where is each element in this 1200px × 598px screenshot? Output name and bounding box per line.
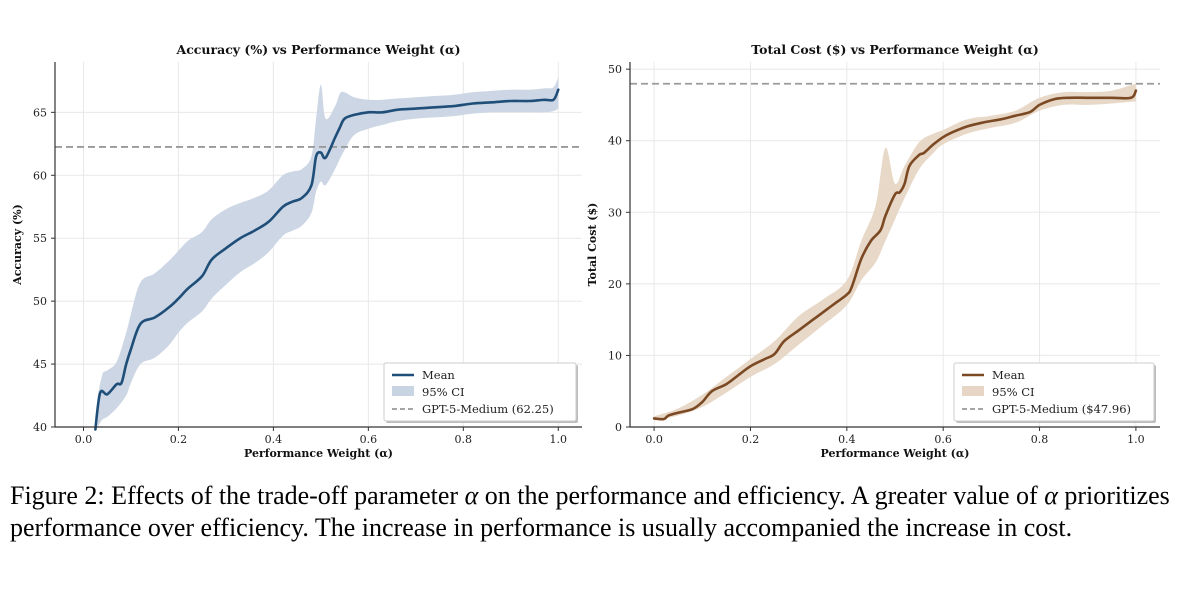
legend-swatch-ci (392, 386, 414, 396)
legend-box (383, 362, 577, 422)
y-tick-label: 40 (33, 421, 47, 434)
caption-part2: on the performance and efficiency. A gre… (484, 481, 1038, 510)
x-tick-label: 0.2 (170, 433, 188, 446)
x-tick-label: 0.0 (75, 433, 93, 446)
x-tick-label: 0.4 (265, 433, 283, 446)
x-tick-label: 1.0 (550, 433, 568, 446)
y-axis-label: Accuracy (%) (11, 204, 24, 286)
caption-alpha-1: α (464, 481, 479, 510)
legend: Mean 95% CI GPT-5-Medium ($47.96) (953, 362, 1156, 423)
y-tick-label: 50 (33, 295, 47, 308)
figure-caption: Figure 2: Effects of the trade-off param… (10, 480, 1190, 544)
chart-title: Total Cost ($) vs Performance Weight (α) (751, 42, 1039, 57)
legend-swatch-ci (962, 386, 984, 396)
legend-box (953, 362, 1155, 422)
caption-part3: prioritizes performance over efficiency.… (10, 481, 1170, 542)
x-tick-label: 1.0 (1127, 433, 1145, 446)
y-tick-label: 20 (608, 278, 622, 291)
legend-label-ci: 95% CI (992, 385, 1035, 399)
legend-label-mean: Mean (422, 368, 455, 382)
y-tick-label: 65 (33, 106, 47, 119)
x-tick-label: 0.2 (742, 433, 760, 446)
x-axis-label: Performance Weight (α) (820, 447, 969, 460)
ci-band (97, 77, 559, 427)
y-tick-label: 0 (615, 421, 622, 434)
x-tick-label: 0.0 (645, 433, 663, 446)
y-tick-label: 50 (608, 63, 622, 76)
figure: 0.0 0.2 0.4 0.6 0.8 1.0 40 45 50 55 60 65 Accuracy (… (11, 42, 1160, 460)
caption-part1: Effects of the trade-off parameter (111, 481, 459, 510)
legend-label-mean: Mean (992, 368, 1025, 382)
x-tick-label: 0.8 (455, 433, 473, 446)
x-axis-label: Performance Weight (α) (244, 447, 393, 460)
mean-line (652, 89, 1138, 421)
x-tick-label: 0.6 (934, 433, 952, 446)
y-tick-label: 10 (608, 349, 622, 362)
y-tick-label: 40 (608, 135, 622, 148)
legend-label-ci: 95% CI (422, 385, 465, 399)
caption-prefix: Figure 2: (10, 481, 105, 510)
cost-chart: 0.0 0.2 0.4 0.6 0.8 1.0 0 10 20 30 40 50 Total Cost … (586, 42, 1160, 460)
accuracy-chart: 0.0 0.2 0.4 0.6 0.8 1.0 40 45 50 55 60 65 Accuracy (… (11, 42, 582, 460)
y-tick-label: 30 (608, 206, 622, 219)
legend-label-reference: GPT-5-Medium (62.25) (422, 402, 554, 416)
chart-title: Accuracy (%) vs Performance Weight (α) (176, 42, 461, 57)
caption-alpha-2: α (1044, 481, 1058, 510)
legend: Mean 95% CI GPT-5-Medium (62.25) (383, 362, 578, 423)
y-axis-label: Total Cost ($) (586, 203, 599, 287)
y-tick-label: 45 (33, 358, 47, 371)
mean-line (94, 88, 560, 431)
x-tick-label: 0.6 (360, 433, 378, 446)
y-tick-label: 55 (33, 232, 47, 245)
x-tick-label: 0.8 (1031, 433, 1049, 446)
y-tick-label: 60 (33, 169, 47, 182)
legend-label-reference: GPT-5-Medium ($47.96) (992, 402, 1131, 416)
x-tick-label: 0.4 (838, 433, 856, 446)
